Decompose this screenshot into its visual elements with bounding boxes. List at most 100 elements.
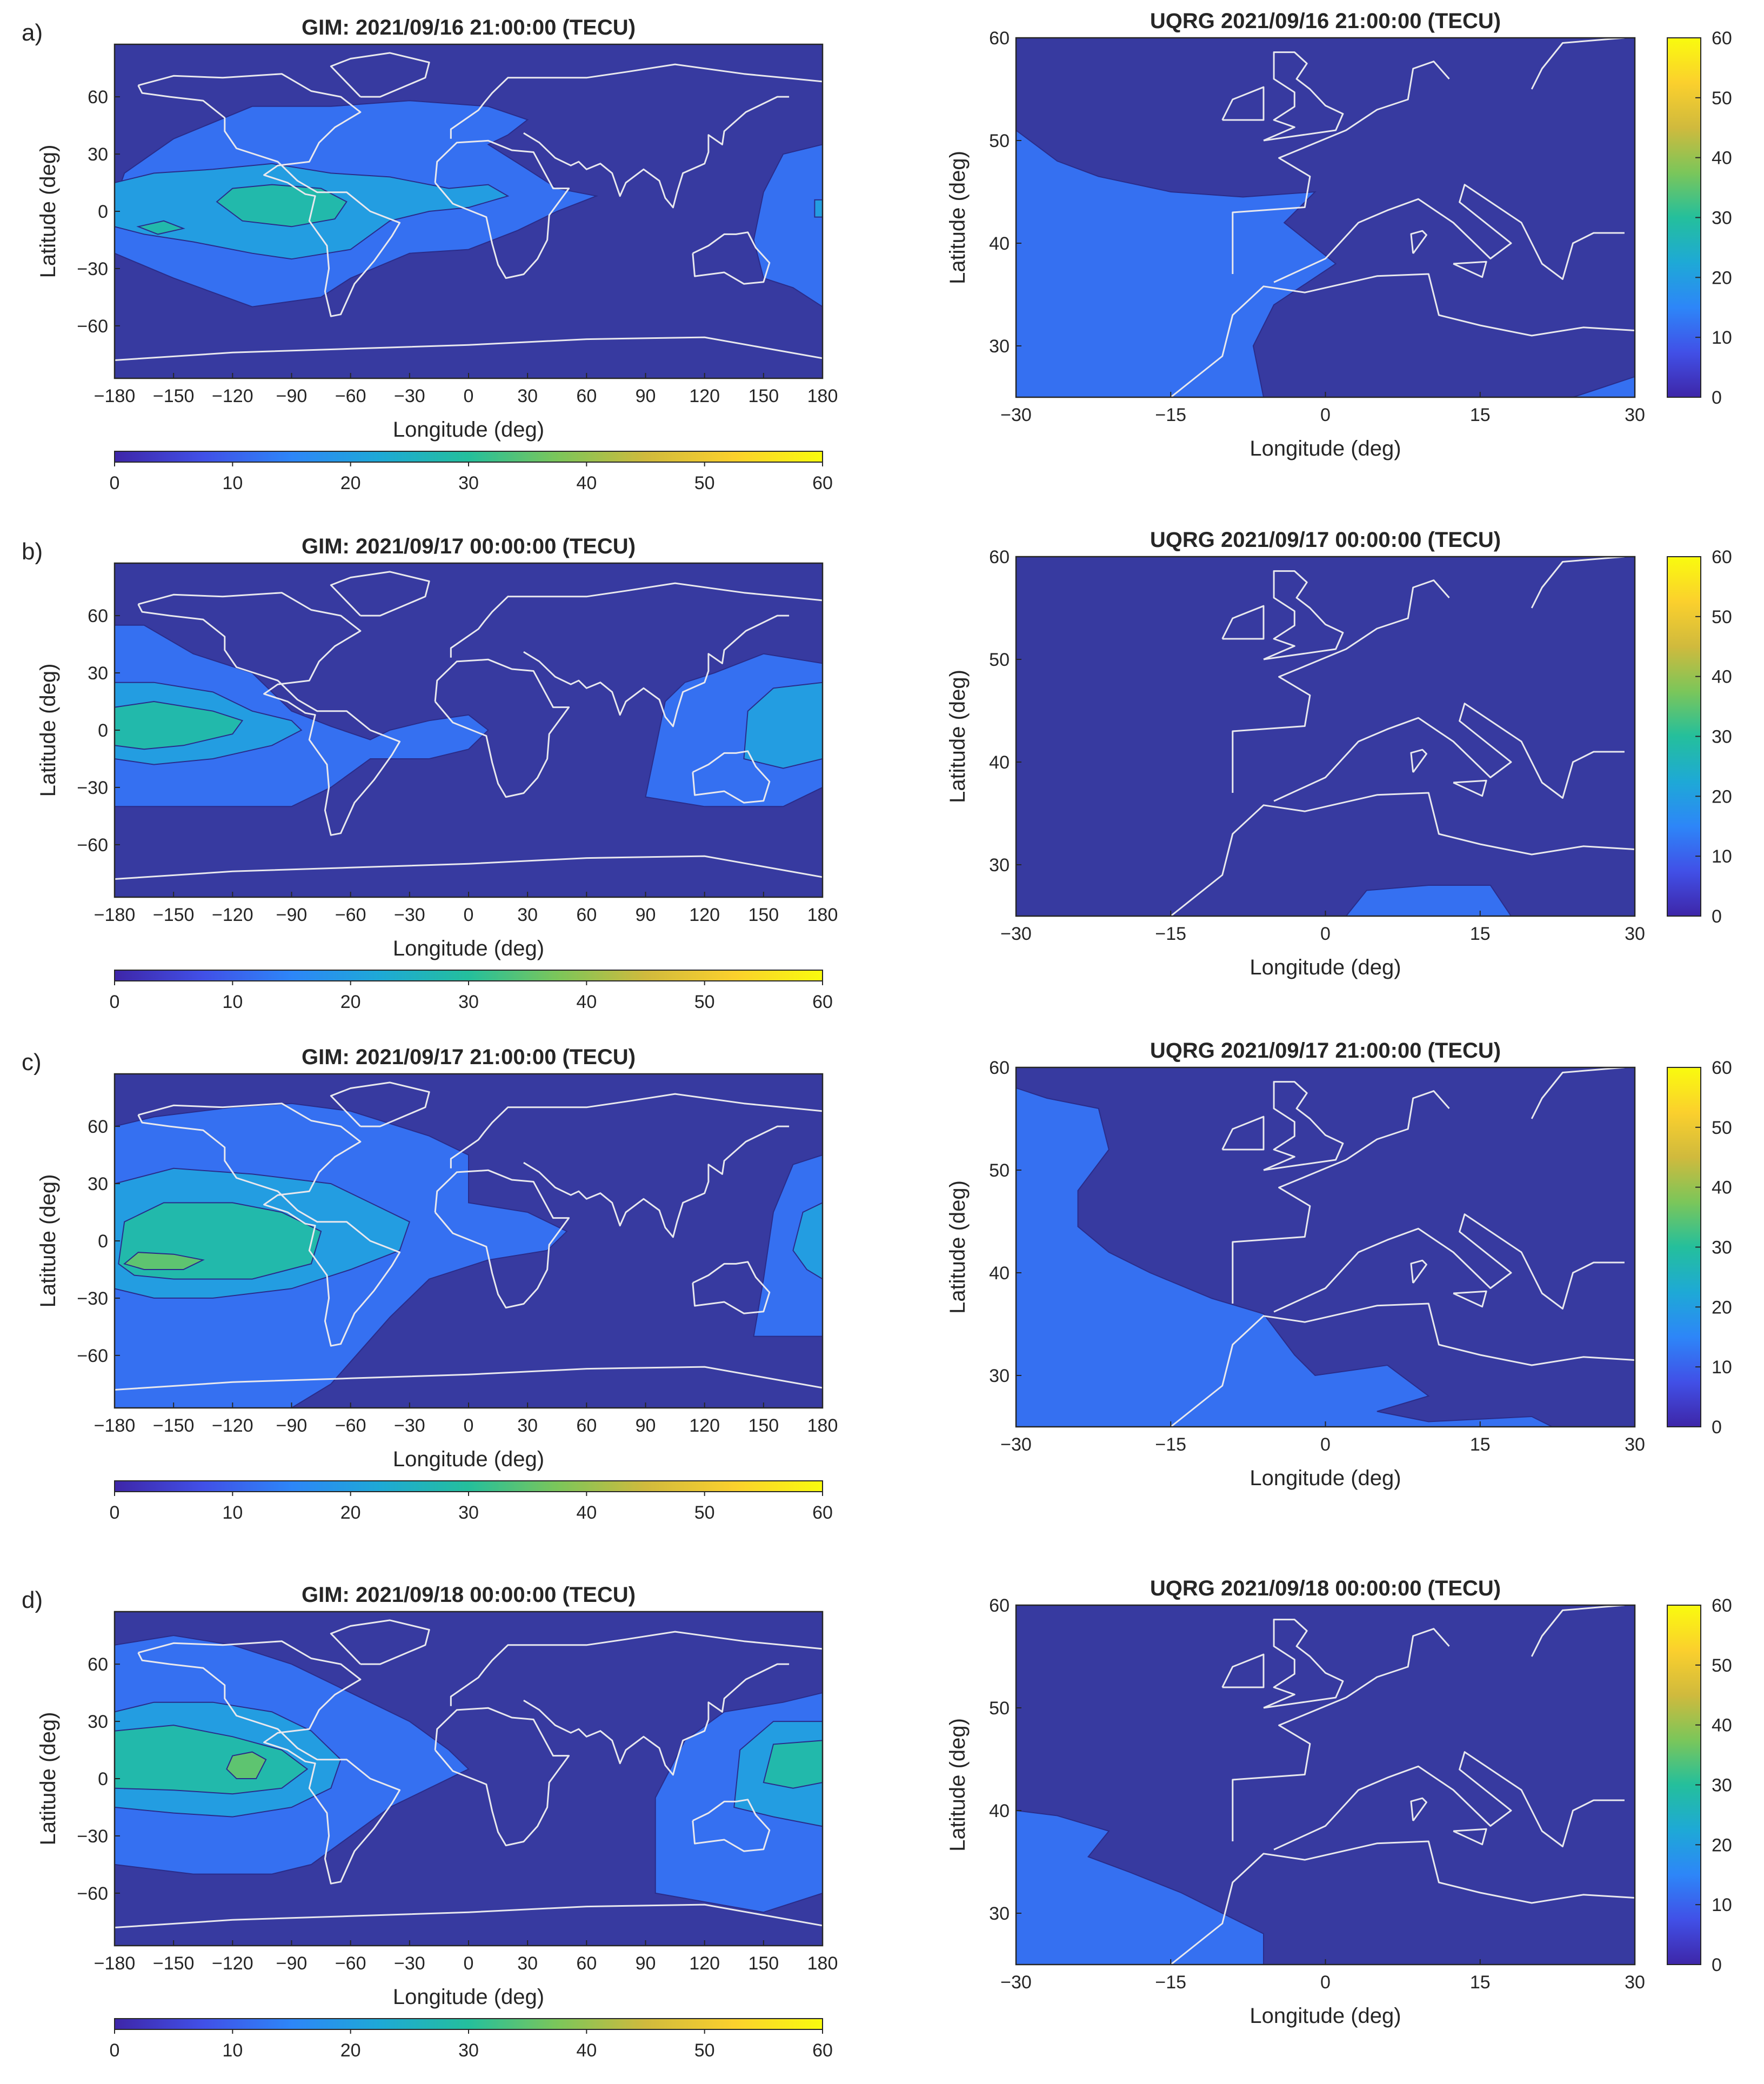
gim-map-1-xtick-6: 0: [464, 905, 474, 925]
uqrg-map-0-colorbar: [1667, 37, 1701, 398]
gim-map-0-xtick-10: 120: [689, 386, 720, 406]
gim-map-0-xtick-11: 150: [748, 386, 779, 406]
uqrg-map-2-coastlines: [1170, 1067, 1635, 1427]
uqrg-map-0-coastline-4: [1221, 86, 1265, 121]
uqrg-map-0-ylabel: Latitude (deg): [946, 151, 970, 284]
gim-map-1-coastline-5: [115, 855, 823, 880]
uqrg-map-3-tec-region-0: [1016, 1809, 1264, 1965]
uqrg-map-2-cbar-tick-4: 20: [1712, 1297, 1732, 1318]
uqrg-map-1-xlabel: Longitude (deg): [1250, 956, 1401, 979]
uqrg-map-1-ytick-1: 50: [989, 650, 1010, 670]
uqrg-map-3-ylabel: Latitude (deg): [946, 1718, 970, 1852]
gim-map-1-coastlines: [115, 571, 823, 880]
gim-map-0-coastline-1: [434, 139, 570, 279]
uqrg-map-2-coastline-1: [1232, 1090, 1450, 1304]
gim-map-1-tec-region-2: [115, 700, 244, 750]
uqrg-map-3-coastline-8: [1453, 1828, 1487, 1846]
gim-map-0-xtick-6: 0: [464, 386, 474, 406]
uqrg-map-2-coastline-7: [1410, 1259, 1427, 1284]
uqrg-map-0-coastline-3: [1263, 51, 1344, 142]
gim-map-3-ytick-2: 0: [98, 1769, 108, 1789]
gim-map-0-cbar-tick-6: 60: [812, 473, 833, 493]
gim-map-0-xlabel: Longitude (deg): [393, 418, 544, 442]
uqrg-map-2-contours: [1016, 1067, 1635, 1427]
gim-map-1-coastline-4: [692, 750, 771, 804]
uqrg-map-1-title: UQRG 2021/09/17 00:00:00 (TECU): [1150, 528, 1501, 552]
gim-map-0-ylabel: Latitude (deg): [36, 145, 60, 278]
gim-map-1-xtick-2: −120: [212, 905, 253, 925]
uqrg-map-2-ytick-3: 30: [989, 1366, 1010, 1386]
uqrg-map-2-coastline-8: [1453, 1290, 1487, 1308]
uqrg-map-0-cbar-tick-2: 40: [1712, 148, 1732, 169]
uqrg-map-0-xtick-1: −15: [1155, 405, 1186, 425]
gim-map-3-tec-region-3: [226, 1751, 267, 1779]
panel-label-1: b): [22, 538, 43, 565]
gim-map-2-xtick-3: −90: [276, 1415, 308, 1436]
uqrg-map-3-cbar-tick-1: 50: [1712, 1655, 1732, 1676]
uqrg-map-2-xtick-1: −15: [1155, 1434, 1186, 1455]
gim-map-2-xtick-5: −30: [394, 1415, 425, 1436]
gim-map-3-tec-region-2: [115, 1725, 309, 1795]
uqrg-map-2-cbar-tick-6: 0: [1712, 1417, 1722, 1438]
gim-map-2-xtick-2: −120: [212, 1415, 253, 1436]
gim-map-2-cbar-tick-5: 50: [694, 1502, 715, 1523]
uqrg-map-0-cbar-tick-3: 30: [1712, 208, 1732, 229]
gim-map-2-ylabel: Latitude (deg): [36, 1174, 60, 1308]
uqrg-map-3-cbar-tick-0: 60: [1712, 1595, 1732, 1616]
uqrg-map-2-cbar-tick-5: 10: [1712, 1357, 1732, 1378]
uqrg-map-2-coastline-4: [1221, 1116, 1265, 1151]
uqrg-map-0-xtick-0: −30: [1000, 405, 1032, 425]
gim-map-2-xtick-10: 120: [689, 1415, 720, 1436]
uqrg-map-3-contours: [1016, 1605, 1635, 1965]
gim-map-2-coastline-3: [523, 1125, 790, 1238]
gim-map-3-title: GIM: 2021/09/18 00:00:00 (TECU): [302, 1583, 636, 1607]
gim-map-2-tec-region-5: [792, 1202, 823, 1280]
gim-map-1-cbar-tick-4: 40: [576, 992, 597, 1012]
uqrg-map-2-ylabel: Latitude (deg): [946, 1180, 970, 1314]
uqrg-map-1-coastline-7: [1410, 749, 1427, 773]
gim-map-0-coastline-0: [137, 73, 401, 317]
gim-map-1-contours: [115, 571, 823, 880]
gim-map-2-xtick-7: 30: [517, 1415, 538, 1436]
gim-map-0-coastlines: [115, 52, 823, 361]
gim-map-1-cbar-tick-0: 0: [110, 992, 120, 1012]
uqrg-map-2-tec-region-0: [1016, 1087, 1553, 1427]
gim-map-3-ytick-3: −30: [77, 1826, 108, 1847]
gim-map-1-xtick-1: −150: [153, 905, 195, 925]
uqrg-map-2-cbar-tick-2: 40: [1712, 1178, 1732, 1198]
gim-map-2-xtick-8: 60: [576, 1415, 597, 1436]
gim-map-0-cbar-tick-4: 40: [576, 473, 597, 493]
gim-map-1-title: GIM: 2021/09/17 00:00:00 (TECU): [302, 535, 636, 558]
gim-map-0-xtick-2: −120: [212, 386, 253, 406]
gim-map-2-xtick-9: 90: [636, 1415, 656, 1436]
gim-map-3-coastline-2: [450, 1631, 823, 1706]
gim-map-0-coastline-4: [692, 231, 771, 285]
uqrg-map-2-cbar-tick-0: 60: [1712, 1058, 1732, 1078]
uqrg-map-1-xtick-3: 15: [1470, 924, 1491, 944]
gim-map-0-xtick-8: 60: [576, 386, 597, 406]
uqrg-map-3-ytick-3: 30: [989, 1903, 1010, 1924]
uqrg-map-1-xtick-4: 30: [1625, 924, 1645, 944]
gim-map-0-ytick-2: 0: [98, 202, 108, 222]
gim-map-1-cbar-tick-6: 60: [812, 992, 833, 1012]
gim-map-1-cbar-tick-5: 50: [694, 992, 715, 1012]
gim-map-3-tec-region-6: [763, 1740, 823, 1789]
panel-label-3: d): [22, 1587, 43, 1613]
uqrg-map-2-xtick-2: 0: [1320, 1434, 1331, 1455]
uqrg-map-1-coastline-1: [1232, 579, 1450, 793]
gim-map-3-xtick-2: −120: [212, 1953, 253, 1974]
uqrg-map-0-xlabel: Longitude (deg): [1250, 437, 1401, 460]
uqrg-map-1-ytick-0: 60: [989, 547, 1010, 567]
gim-map-3-cbar-tick-3: 30: [458, 2040, 479, 2061]
gim-map-1-xtick-8: 60: [576, 905, 597, 925]
gim-map-2-cbar-tick-2: 20: [340, 1502, 361, 1523]
gim-map-2-cbar-tick-4: 40: [576, 1502, 597, 1523]
uqrg-map-0-ytick-2: 40: [989, 233, 1010, 254]
uqrg-map-0-ytick-1: 50: [989, 131, 1010, 151]
uqrg-map-2-ytick-0: 60: [989, 1058, 1010, 1078]
gim-map-2-ytick-2: 0: [98, 1231, 108, 1252]
uqrg-map-2-coastline-2: [1273, 1213, 1625, 1313]
uqrg-map-1-cbar-tick-3: 30: [1712, 727, 1732, 747]
gim-map-2-coastline-6: [330, 1081, 430, 1127]
